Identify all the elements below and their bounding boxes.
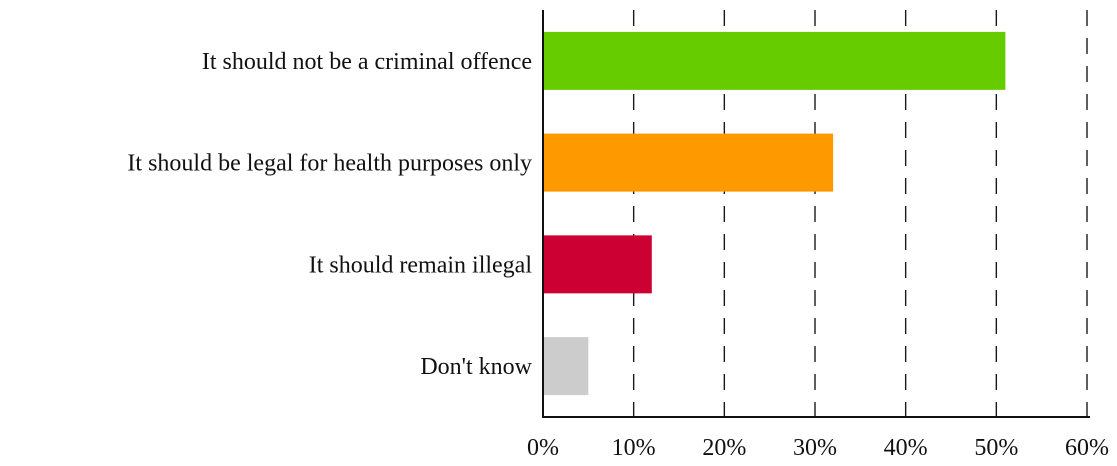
bar-0: [543, 31, 1006, 90]
bars: [543, 31, 1006, 396]
category-label: Don't know: [420, 354, 532, 380]
category-label: It should be legal for health purposes o…: [127, 151, 532, 177]
x-tick-label: 0%: [527, 435, 559, 461]
category-label: It should not be a criminal offence: [202, 49, 532, 75]
x-tick-label: 40%: [884, 435, 928, 461]
x-tick-label: 50%: [974, 435, 1018, 461]
x-tick-label: 30%: [793, 435, 837, 461]
category-labels: It should not be a criminal offence It sh…: [127, 49, 532, 380]
x-tick-label: 10%: [612, 435, 656, 461]
axes: [542, 10, 1090, 418]
x-tick-label: 20%: [702, 435, 746, 461]
x-tick-labels: 0% 10% 20% 30% 40% 50% 60%: [527, 435, 1109, 461]
x-tick-label: 60%: [1065, 435, 1109, 461]
bar-2: [543, 235, 652, 294]
bar-3: [543, 337, 589, 396]
bar-1: [543, 133, 834, 192]
category-label: It should remain illegal: [309, 252, 533, 278]
